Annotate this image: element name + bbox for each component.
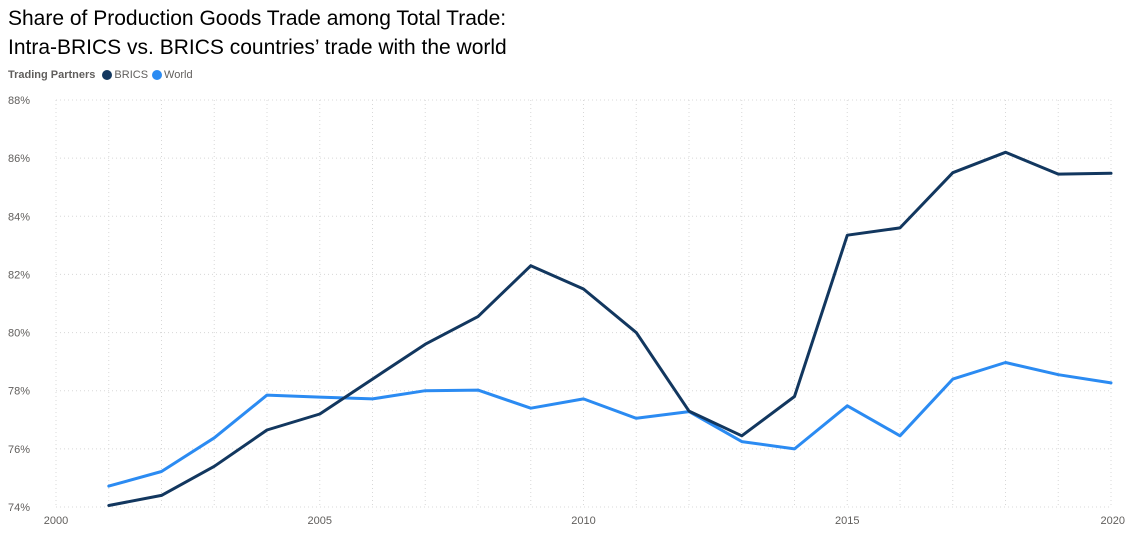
x-tick-label: 2005 [308,515,332,527]
chart-title-line-1: Share of Production Goods Trade among To… [8,7,507,30]
chart-title: Share of Production Goods Trade among To… [8,4,507,62]
y-tick-label: 86% [8,153,30,165]
chart-title-line-2: Intra-BRICS vs. BRICS countries’ trade w… [8,36,507,59]
legend-marker-brics [102,70,113,80]
x-tick-label: 2015 [835,515,859,527]
x-tick-label: 2020 [1101,515,1125,527]
legend: Trading Partners BRICS World [8,67,197,83]
y-tick-label: 84% [8,211,30,223]
legend-item-brics[interactable]: BRICS [102,69,148,81]
y-tick-label: 78% [8,386,30,398]
series-line-world [107,361,1113,488]
y-tick-label: 80% [8,328,30,340]
y-tick-label: 76% [8,444,30,456]
legend-title: Trading Partners [8,69,96,81]
y-tick-label: 82% [8,269,30,281]
x-tick-label: 2010 [571,515,595,527]
series-line-brics [107,150,1113,507]
legend-marker-world [152,70,163,80]
legend-item-world[interactable]: World [152,69,193,81]
legend-label-brics: BRICS [114,69,149,81]
y-tick-label: 74% [8,502,30,514]
x-tick-label: 2000 [44,515,68,527]
legend-label-world: World [164,69,193,81]
y-tick-label: 88% [8,95,30,107]
